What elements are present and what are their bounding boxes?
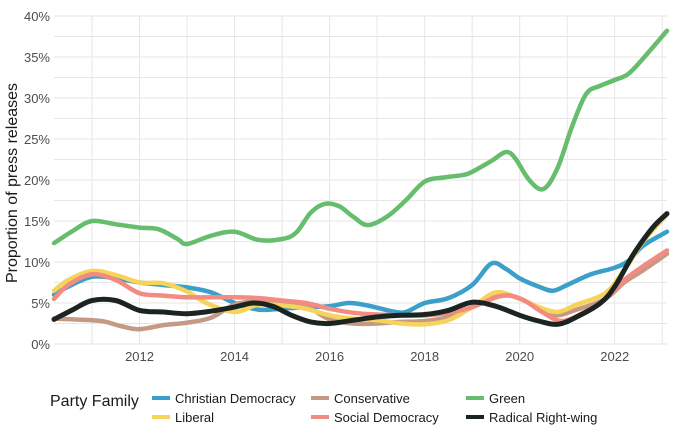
series-line-conservative xyxy=(51,251,670,332)
y-tick-labels: 0% 5% 10% 15% 20% 25% 30% 35% 40% xyxy=(24,9,50,352)
y-tick-label: 25% xyxy=(24,132,50,147)
legend-label-green: Green xyxy=(489,391,525,406)
y-axis-label: Proportion of press releases xyxy=(4,83,21,283)
x-tick-label: 2022 xyxy=(600,349,629,364)
legend-label-liberal: Liberal xyxy=(175,410,214,425)
series-line-green xyxy=(51,28,670,247)
grid-lines xyxy=(54,15,667,345)
y-tick-label: 20% xyxy=(24,173,50,188)
series-line-christian-democracy xyxy=(51,229,670,315)
x-tick-label: 2012 xyxy=(125,349,154,364)
x-tick-label: 2018 xyxy=(410,349,439,364)
y-tick-label: 15% xyxy=(24,214,50,229)
y-tick-label: 5% xyxy=(31,296,50,311)
legend-label-radical-right-wing: Radical Right-wing xyxy=(489,410,597,425)
x-tick-label: 2020 xyxy=(505,349,534,364)
x-tick-labels: 2012 2014 2016 2018 2020 2022 xyxy=(125,349,629,364)
x-tick-label: 2016 xyxy=(315,349,344,364)
legend-label-conservative: Conservative xyxy=(334,391,410,406)
y-tick-label: 40% xyxy=(24,9,50,24)
y-tick-label: 30% xyxy=(24,91,50,106)
legend-title: Party Family xyxy=(50,393,139,410)
series-line-radical-right-wing xyxy=(51,211,670,327)
y-tick-label: 35% xyxy=(24,50,50,65)
series-lines xyxy=(51,28,670,332)
x-tick-label: 2014 xyxy=(220,349,249,364)
legend: Party Family Christian Democracy Conserva… xyxy=(50,391,597,425)
legend-label-christian-democracy: Christian Democracy xyxy=(175,391,296,406)
y-tick-label: 0% xyxy=(31,337,50,352)
legend-label-social-democracy: Social Democracy xyxy=(334,410,439,425)
y-tick-label: 10% xyxy=(24,255,50,270)
